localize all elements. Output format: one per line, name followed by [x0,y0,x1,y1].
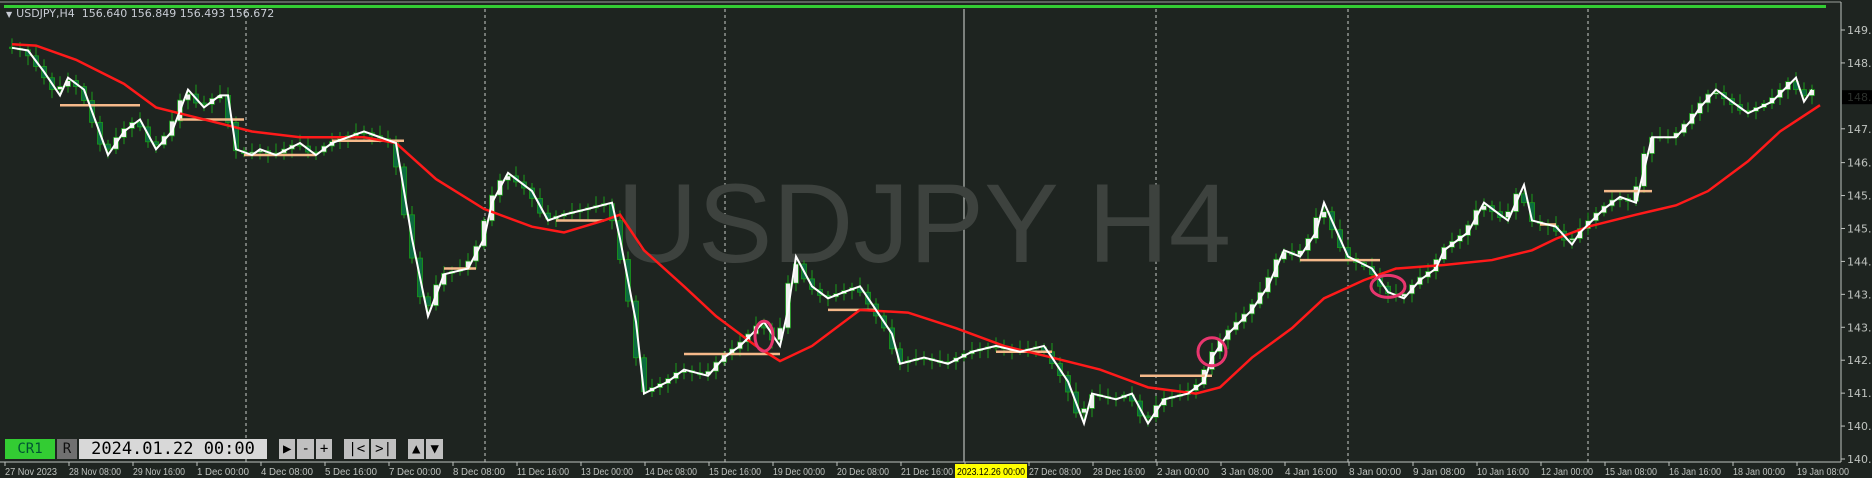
price-label: 140.04 [1847,453,1872,466]
price-label: 141.52 [1847,387,1872,400]
down-button[interactable]: ▼ [426,439,443,459]
minus-button[interactable]: - [297,439,314,459]
price-line [11,46,1813,427]
moving-average-line [11,42,1821,395]
time-label: 3 Jan 08:00 [1221,467,1273,478]
price-label: 147.46 [1847,123,1872,136]
reset-button[interactable]: R [57,439,77,459]
current-price-label: 148.17 [1847,91,1872,104]
time-label: 21 Dec 16:00 [901,467,953,478]
marker-ellipse [1196,336,1228,368]
time-label: 19 Jan 08:00 [1797,467,1849,478]
time-label: 20 Dec 08:00 [837,467,889,478]
price-label: 143.00 [1847,321,1872,334]
candle-body [809,278,815,290]
price-label: 146.70 [1847,157,1872,170]
candle-body [1465,224,1471,236]
date-input[interactable]: 2024.01.22 00:00 [79,439,267,459]
time-label: 1 Dec 00:00 [197,467,249,478]
time-label: 15 Dec 16:00 [709,467,761,478]
candle-body [1145,415,1151,418]
cursor-time-box [955,464,1027,478]
marker-ellipse [1369,273,1407,299]
time-label: 4 Dec 08:00 [261,467,313,478]
price-label: 148.94 [1847,57,1872,70]
time-label: 8 Dec 08:00 [453,467,505,478]
ohlc-values: 156.640 156.849 156.493 156.672 [81,7,275,20]
time-label: 2 Jan 00:00 [1157,467,1209,478]
time-label: 8 Jan 00:00 [1349,467,1401,478]
chart-title: ▼ USDJPY,H4 156.640 156.849 156.493 156.6… [6,7,274,20]
candle-body [1313,217,1319,239]
candle-body [489,194,495,222]
time-label: 4 Jan 16:00 [1285,467,1337,478]
marker-ellipse [753,319,775,353]
time-label: 16 Jan 16:00 [1669,467,1721,478]
time-label: 7 Dec 00:00 [389,467,441,478]
cursor-time-label: 2023.12.26 00:00 [957,467,1025,478]
time-label: 13 Dec 00:00 [581,467,633,478]
time-label: 11 Dec 16:00 [517,467,569,478]
time-label: 27 Dec 08:00 [1029,467,1081,478]
candle-body [481,220,487,247]
current-price-box [1842,90,1872,105]
last-button[interactable]: >| [371,439,397,459]
price-label: 145.22 [1847,222,1872,235]
time-label: 10 Jan 16:00 [1477,467,1529,478]
price-label: 144.48 [1847,255,1872,268]
candle-body [889,327,895,350]
up-button[interactable]: ▲ [408,439,425,459]
replay-toolbar: CR1 R 2024.01.22 00:00 ▶ - + |< >| ▲ ▼ [5,439,443,459]
symbol-timeframe: USDJPY,H4 [16,7,75,20]
time-label: 15 Jan 08:00 [1605,467,1657,478]
candle-body [1569,238,1575,241]
plus-button[interactable]: + [315,439,333,459]
price-label: 143.74 [1847,288,1872,301]
price-label: 142.26 [1847,354,1872,367]
time-label: 29 Nov 16:00 [133,467,185,478]
first-button[interactable]: |< [344,439,370,459]
time-label: 27 Nov 2023 [5,467,57,478]
dropdown-triangle-icon[interactable]: ▼ [6,10,13,19]
time-label: 28 Dec 16:00 [1093,467,1145,478]
candle-body [529,187,535,199]
time-label: 12 Jan 00:00 [1541,467,1593,478]
candle-body [1441,246,1447,260]
progress-bar [4,5,1826,8]
candle-body [1081,408,1087,414]
price-label: 140.78 [1847,420,1872,433]
play-button[interactable]: ▶ [279,439,296,459]
time-label: 28 Nov 08:00 [69,467,121,478]
time-label: 5 Dec 16:00 [325,467,377,478]
price-label: 145.96 [1847,190,1872,203]
time-label: 9 Jan 08:00 [1413,467,1465,478]
time-label: 19 Dec 00:00 [773,467,825,478]
mode-button[interactable]: CR1 [5,439,55,459]
time-label: 18 Jan 00:00 [1733,467,1785,478]
candle-body [169,120,175,137]
time-label: 14 Dec 08:00 [645,467,697,478]
watermark: USDJPY H4 [617,161,1231,286]
price-label: 149.68 [1847,24,1872,37]
candle-body [57,86,63,90]
